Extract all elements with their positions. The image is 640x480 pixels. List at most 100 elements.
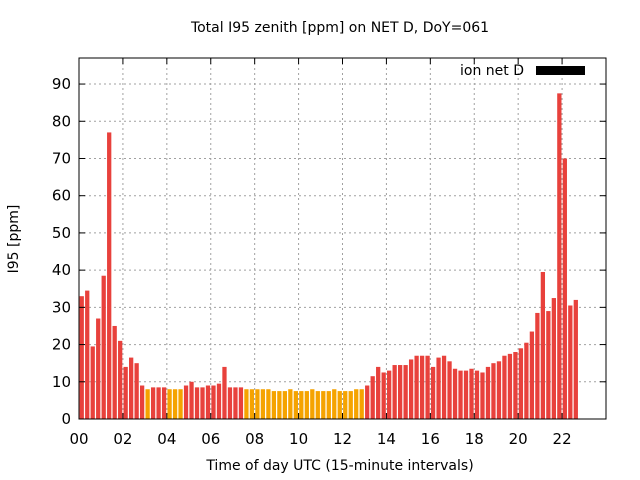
x-tick-label: 06 (201, 430, 220, 448)
axis-ticks (78, 58, 606, 420)
bar (277, 391, 282, 419)
bar (370, 376, 375, 419)
bar (189, 381, 194, 419)
y-axis-title: I95 [ppm] (6, 205, 22, 274)
bar (321, 391, 326, 419)
bar (156, 387, 161, 419)
bar (123, 366, 128, 419)
bar (271, 391, 277, 419)
bar (134, 363, 139, 419)
bar (573, 299, 578, 419)
bar (118, 340, 123, 419)
bar (112, 325, 117, 419)
y-tick-label: 50 (52, 224, 71, 242)
bar (107, 132, 112, 419)
bar (299, 391, 304, 419)
y-tick-label: 0 (61, 410, 71, 428)
y-tick-label: 40 (52, 261, 71, 279)
bar (310, 389, 315, 419)
bar (480, 372, 485, 419)
bar (381, 372, 386, 419)
bar (145, 389, 150, 419)
bar (507, 353, 513, 419)
bar (403, 365, 408, 419)
x-tick-label: 02 (113, 430, 132, 448)
bar (315, 391, 320, 419)
bar (326, 391, 331, 419)
bar (524, 342, 529, 419)
bar (557, 93, 562, 420)
legend-swatch (536, 66, 585, 75)
bar (546, 311, 551, 419)
bar (150, 387, 156, 419)
bar (551, 298, 556, 419)
x-tick-label: 12 (333, 430, 352, 448)
bar (452, 368, 458, 419)
bar (244, 389, 249, 419)
y-tick-label: 60 (52, 187, 71, 205)
bar (90, 346, 95, 419)
bar (249, 389, 255, 419)
bar (183, 385, 189, 419)
bar (463, 370, 469, 419)
x-tick-labels: 00 02 04 06 08 10 12 14 16 18 20 22 (69, 430, 571, 448)
bar (167, 389, 172, 419)
bar (101, 275, 106, 419)
y-tick-label: 80 (52, 112, 71, 130)
bar (502, 355, 507, 419)
bar (337, 391, 342, 419)
bar (293, 391, 298, 419)
bar (469, 368, 474, 419)
legend-label: ion net D (460, 63, 524, 79)
bar (79, 296, 84, 419)
y-tick-label: 90 (52, 75, 71, 93)
x-tick-label: 04 (157, 430, 176, 448)
bar (266, 389, 271, 419)
bar (354, 389, 359, 419)
bar (343, 391, 348, 419)
bar (436, 357, 441, 419)
bar (392, 365, 397, 419)
bar (216, 383, 222, 419)
bar (304, 391, 309, 419)
bar (491, 363, 496, 419)
bar (414, 355, 419, 419)
y-tick-label: 70 (52, 149, 71, 167)
bar-series (79, 93, 578, 420)
bar (496, 361, 502, 419)
bar (513, 352, 518, 419)
bar (129, 357, 134, 419)
x-tick-label: 08 (245, 430, 264, 448)
bar (139, 385, 145, 419)
bar (200, 387, 205, 419)
bar (376, 366, 381, 419)
bar (535, 312, 540, 419)
bar (85, 290, 90, 419)
bar (458, 370, 463, 419)
bar (255, 389, 260, 419)
bar (425, 355, 430, 419)
bar (96, 318, 101, 419)
grid-lines (79, 58, 606, 419)
x-tick-label: 16 (421, 430, 440, 448)
bar (282, 391, 287, 419)
x-tick-label: 18 (465, 430, 484, 448)
bar (161, 387, 167, 419)
bar (332, 389, 337, 419)
y-tick-label: 20 (52, 336, 71, 354)
x-tick-label: 10 (289, 430, 308, 448)
bar (288, 389, 293, 419)
bar (178, 389, 183, 419)
bar (205, 385, 211, 419)
chart-title: Total I95 zenith [ppm] on NET D, DoY=061 (190, 20, 489, 36)
y-tick-labels: 0 10 20 30 40 50 60 70 80 90 (52, 75, 71, 428)
bar (408, 359, 414, 419)
legend: ion net D (460, 63, 585, 79)
x-tick-label: 00 (69, 430, 88, 448)
x-axis-title: Time of day UTC (15-minute intervals) (205, 458, 473, 474)
bar (562, 158, 567, 420)
bar (194, 387, 200, 419)
bar (172, 389, 178, 419)
